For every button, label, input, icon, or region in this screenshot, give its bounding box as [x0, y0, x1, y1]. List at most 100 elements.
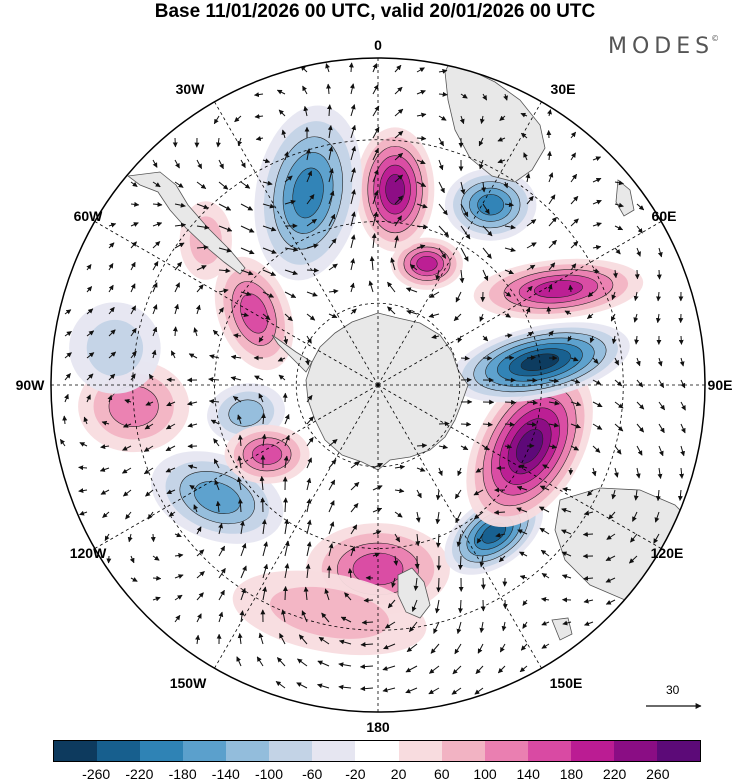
wind-arrow: [147, 511, 154, 520]
wind-arrow: [83, 416, 89, 425]
colorbar-tick-label: -220: [125, 766, 154, 782]
wind-arrow: [234, 115, 242, 123]
wind-arrow: [108, 284, 114, 293]
wind-arrow: [283, 497, 289, 513]
wind-arrow: [348, 62, 354, 73]
wind-arrow: [306, 218, 317, 227]
wind-arrow: [130, 577, 138, 582]
wind-arrow: [416, 489, 422, 499]
wind-arrow: [516, 507, 528, 513]
wind-arrow: [174, 532, 182, 538]
wind-arrow: [130, 373, 136, 381]
wind-arrow: [59, 438, 66, 447]
wind-arrow: [519, 464, 528, 470]
wind-arrow: [218, 307, 224, 315]
wind-arrow: [394, 108, 404, 117]
wind-arrow: [613, 467, 619, 478]
wind-arrow: [262, 247, 277, 254]
wind-arrow: [614, 423, 624, 432]
wind-arrow: [195, 304, 201, 315]
colorbar-segment: [140, 741, 184, 761]
wind-arrow: [152, 575, 162, 581]
wind-arrow: [296, 682, 308, 689]
wind-arrow: [614, 357, 620, 366]
wind-arrow: [526, 331, 534, 337]
wind-arrow: [187, 422, 198, 428]
wind-arrow: [328, 190, 335, 205]
wind-arrow: [570, 401, 582, 407]
wind-arrow: [125, 511, 132, 520]
wind-arrow: [152, 261, 159, 271]
wind-arrow: [328, 439, 338, 447]
wind-arrow: [350, 145, 357, 161]
wind-arrow: [152, 159, 158, 168]
wind-arrow: [541, 643, 550, 649]
wind-arrow: [628, 555, 638, 564]
wind-arrow: [393, 555, 399, 566]
wind-arrow: [218, 611, 224, 623]
wind-arrow: [430, 643, 440, 654]
wind-arrow: [281, 609, 286, 623]
wind-arrow: [394, 195, 404, 205]
wind-arrow: [541, 572, 550, 579]
wind-arrow: [284, 413, 290, 425]
wind-arrow: [262, 291, 275, 298]
wind-arrow: [174, 181, 184, 188]
wind-arrow: [339, 639, 352, 645]
wind-arrow: [284, 540, 290, 557]
wind-arrow: [166, 401, 176, 407]
wind-arrow: [372, 507, 383, 513]
wind-arrow: [416, 135, 427, 141]
wind-arrow: [435, 533, 441, 548]
wind-arrow: [237, 498, 243, 513]
wind-arrow: [218, 567, 226, 579]
wind-arrow: [281, 129, 287, 139]
wind-arrow: [562, 620, 572, 626]
wind-arrow: [538, 506, 550, 513]
colorbar-segment: [226, 741, 270, 761]
wind-arrow: [504, 443, 513, 449]
wind-arrow: [350, 258, 356, 271]
colorbar-tick-label: -60: [302, 766, 323, 782]
wind-arrow: [548, 172, 554, 183]
wind-arrow: [306, 291, 318, 297]
wind-arrow: [64, 373, 71, 381]
anomaly-blue-95w: [69, 302, 161, 394]
wind-arrow: [570, 356, 579, 362]
colorbar-tick-label: 140: [516, 766, 540, 782]
wind-arrow: [610, 313, 616, 322]
wind-arrow: [460, 203, 469, 218]
wind-arrow: [305, 357, 310, 366]
wind-arrow: [297, 658, 308, 667]
wind-arrow: [327, 125, 333, 139]
wind-arrow: [394, 235, 399, 249]
wind-arrow: [282, 585, 288, 601]
wind-arrow: [438, 181, 445, 194]
wind-arrow: [526, 242, 537, 249]
wind-arrow: [165, 423, 176, 430]
wind-arrow: [570, 173, 578, 183]
colorbar-segment: [484, 741, 528, 761]
wind-arrow: [152, 326, 158, 337]
wind-arrow: [548, 422, 560, 428]
wind-arrow: [516, 485, 528, 491]
wind-arrow: [130, 283, 136, 293]
longitude-label-60w: 60W: [73, 208, 103, 224]
wind-arrow: [520, 112, 528, 118]
wind-arrow: [526, 422, 537, 428]
wind-arrow: [390, 257, 396, 271]
wind-arrow: [372, 485, 383, 491]
wind-arrow: [614, 247, 621, 255]
wind-arrow: [350, 481, 360, 491]
wind-arrow: [305, 563, 311, 579]
brand-mark: ©: [711, 34, 720, 43]
colorbar-tick-label: 20: [390, 766, 407, 782]
wind-arrow: [254, 375, 264, 381]
wind-arrow: [298, 634, 308, 645]
wind-arrow: [230, 354, 242, 360]
wind-arrow: [406, 643, 418, 653]
wind-arrow: [99, 467, 110, 472]
wind-arrow: [349, 282, 355, 293]
wind-arrow: [416, 89, 426, 95]
wind-arrow: [387, 599, 396, 609]
